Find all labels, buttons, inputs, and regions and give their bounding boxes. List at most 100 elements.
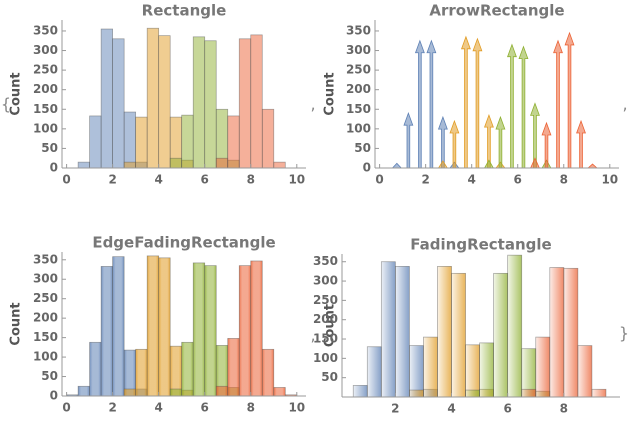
arrow-bar — [518, 45, 529, 169]
x-tick-label: 4 — [154, 401, 162, 415]
y-tick-label: 100 — [33, 350, 58, 364]
x-tick-label: 6 — [514, 173, 522, 187]
y-tick-label: 350 — [313, 254, 338, 268]
bar — [423, 336, 438, 398]
bar — [549, 267, 565, 398]
bar — [169, 157, 183, 169]
arrow-bar — [460, 35, 471, 169]
bar — [273, 161, 286, 169]
bar — [563, 267, 579, 398]
y-tick-label: 100 — [313, 351, 338, 365]
arrow-bar — [449, 119, 460, 169]
bar — [135, 348, 148, 397]
bar — [535, 336, 551, 398]
y-tick-label: 300 — [313, 274, 338, 288]
y-axis-label: Count — [9, 302, 24, 345]
x-tick-label: 10 — [288, 173, 305, 187]
y-tick-label: 250 — [346, 63, 371, 77]
bar — [204, 40, 217, 169]
x-tick-label: 10 — [601, 173, 618, 187]
bar — [77, 385, 90, 397]
y-tick-label: 200 — [313, 312, 338, 326]
y-tick-label: 250 — [33, 291, 58, 305]
x-tick-label: 0 — [375, 173, 383, 187]
bar — [380, 261, 396, 398]
arrow-bar — [553, 39, 563, 169]
bar — [521, 388, 537, 398]
y-tick-label: 200 — [33, 311, 58, 325]
bar — [409, 345, 424, 398]
x-tick-label: 2 — [391, 402, 399, 416]
y-axis-label: Count — [323, 72, 338, 115]
y-tick-label: 0 — [50, 161, 58, 175]
y-tick-label: 300 — [33, 43, 58, 57]
bar — [100, 266, 113, 397]
bar — [146, 255, 160, 397]
x-tick-label: 6 — [201, 173, 209, 187]
separator: , — [310, 95, 315, 114]
y-tick-label: 100 — [346, 121, 371, 135]
bar — [135, 116, 148, 169]
chart-title: FadingRectangle — [410, 236, 551, 254]
bar — [215, 157, 229, 169]
arrow-bar — [483, 159, 494, 169]
bar — [77, 161, 90, 169]
bar — [250, 260, 263, 397]
y-tick-label: 150 — [313, 332, 338, 346]
arrow-bar — [564, 31, 575, 169]
arrow-bar — [529, 157, 540, 169]
bar — [493, 272, 509, 398]
arrow-bar — [391, 162, 403, 169]
bar — [112, 256, 125, 397]
arrow-bar — [541, 121, 552, 169]
y-tick-label: 50 — [41, 141, 58, 155]
arrow-bar — [437, 115, 448, 169]
chart-title: EdgeFadingRectangle — [92, 234, 275, 252]
y-tick-label: 200 — [346, 82, 371, 96]
close-brace: } — [619, 324, 629, 343]
bar — [181, 114, 194, 169]
bar — [169, 345, 183, 397]
bar — [158, 35, 171, 169]
bar — [112, 38, 125, 169]
separator: , — [310, 326, 315, 345]
bar — [352, 385, 368, 398]
bar — [192, 262, 206, 397]
bar — [123, 161, 137, 169]
bar — [158, 257, 171, 397]
bar — [169, 388, 183, 397]
y-tick-label: 350 — [346, 23, 371, 37]
y-tick-label: 100 — [33, 121, 58, 135]
x-tick-label: 8 — [560, 173, 568, 187]
y-tick-label: 50 — [41, 369, 58, 383]
bar — [215, 385, 229, 397]
y-tick-label: 150 — [33, 330, 58, 344]
y-tick-label: 0 — [50, 389, 58, 403]
bar — [238, 265, 252, 397]
x-tick-label: 6 — [201, 401, 209, 415]
arrow-bar — [403, 112, 414, 169]
bar — [238, 38, 252, 169]
bar — [123, 111, 137, 169]
x-tick-label: 10 — [288, 401, 305, 415]
arrow-bar — [576, 119, 586, 169]
arrow-bar — [414, 39, 425, 169]
y-tick-label: 250 — [33, 63, 58, 77]
bar — [123, 388, 137, 397]
bar — [451, 272, 466, 398]
open-brace: { — [1, 95, 11, 114]
arrow-bar — [426, 39, 437, 169]
y-tick-label: 150 — [33, 102, 58, 116]
arrow-bar — [530, 102, 540, 169]
x-tick-label: 4 — [467, 173, 475, 187]
x-tick-label: 8 — [247, 173, 255, 187]
arrow-bar — [472, 37, 483, 169]
bar — [192, 36, 206, 169]
y-tick-label: 300 — [33, 272, 58, 286]
bar — [577, 345, 593, 398]
bar — [100, 28, 113, 169]
x-tick-label: 6 — [503, 402, 511, 416]
bar — [227, 115, 240, 169]
y-tick-label: 350 — [33, 252, 58, 266]
bar — [465, 389, 480, 398]
